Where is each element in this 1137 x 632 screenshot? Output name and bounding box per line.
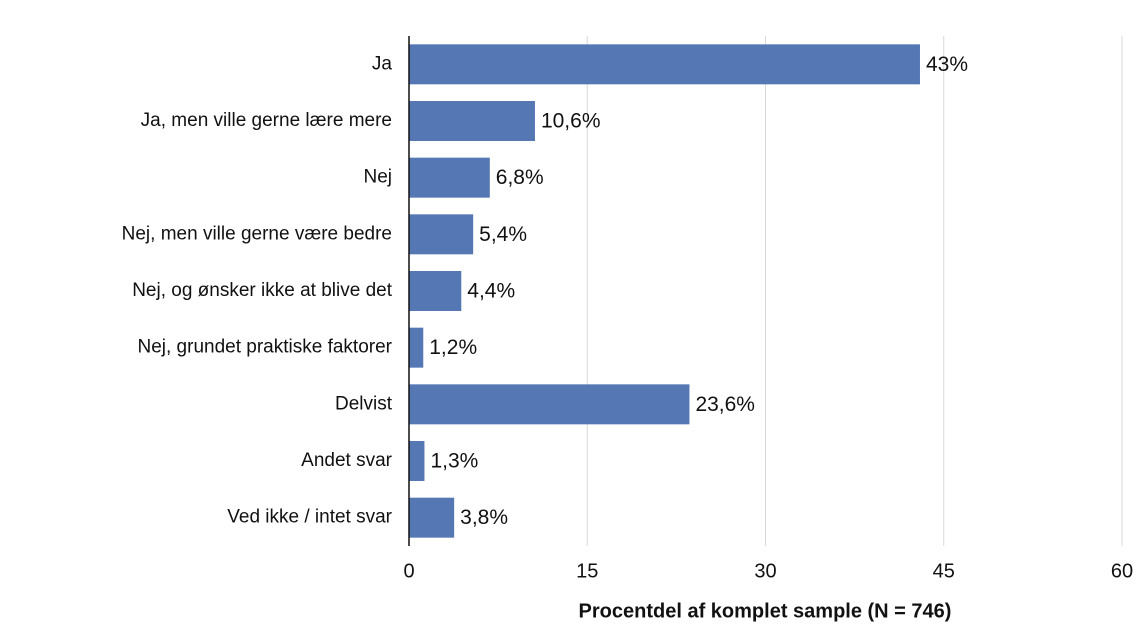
bar <box>409 157 490 198</box>
y-tick-label: Ja <box>372 53 393 74</box>
y-tick-label: Ja, men ville gerne lære mere <box>141 110 392 131</box>
bar <box>409 101 535 141</box>
x-axis-label: Procentdel af komplet sample (N = 746) <box>579 600 952 622</box>
value-label: 5,4% <box>479 223 527 246</box>
x-tick-label: 30 <box>754 560 776 582</box>
y-tick-label: Nej <box>363 167 392 188</box>
x-tick-label: 15 <box>576 560 598 582</box>
x-tick-label: 45 <box>933 560 955 582</box>
y-tick-label: Nej, men ville gerne være bedre <box>122 223 392 244</box>
bar <box>409 384 690 425</box>
bar <box>409 44 920 85</box>
y-tick-label: Nej, og ønsker ikke at blive det <box>132 280 393 301</box>
y-tick-label: Ved ikke / intet svar <box>227 507 392 528</box>
bar <box>409 214 474 255</box>
value-label: 6,8% <box>496 166 544 189</box>
y-tick-label: Andet svar <box>301 450 392 471</box>
value-label: 1,2% <box>429 336 477 359</box>
value-label: 43% <box>926 53 968 76</box>
value-label: 23,6% <box>695 393 755 416</box>
x-tick-label: 60 <box>1111 560 1133 582</box>
value-label: 3,8% <box>460 506 508 529</box>
bar <box>409 327 424 368</box>
bar <box>409 271 462 311</box>
bar <box>409 441 425 481</box>
value-label: 1,3% <box>430 450 478 473</box>
y-tick-label: Nej, grundet praktiske faktorer <box>137 337 392 358</box>
value-label: 10,6% <box>541 110 601 133</box>
bar <box>409 497 455 538</box>
x-tick-label: 0 <box>403 560 414 582</box>
y-tick-label: Delvist <box>335 393 393 414</box>
value-label: 4,4% <box>467 280 515 303</box>
